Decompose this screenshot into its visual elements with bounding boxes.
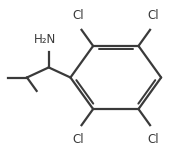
Text: Cl: Cl <box>73 133 85 146</box>
Text: Cl: Cl <box>147 9 159 22</box>
Text: H₂N: H₂N <box>34 33 56 46</box>
Text: Cl: Cl <box>73 9 85 22</box>
Text: Cl: Cl <box>147 133 159 146</box>
